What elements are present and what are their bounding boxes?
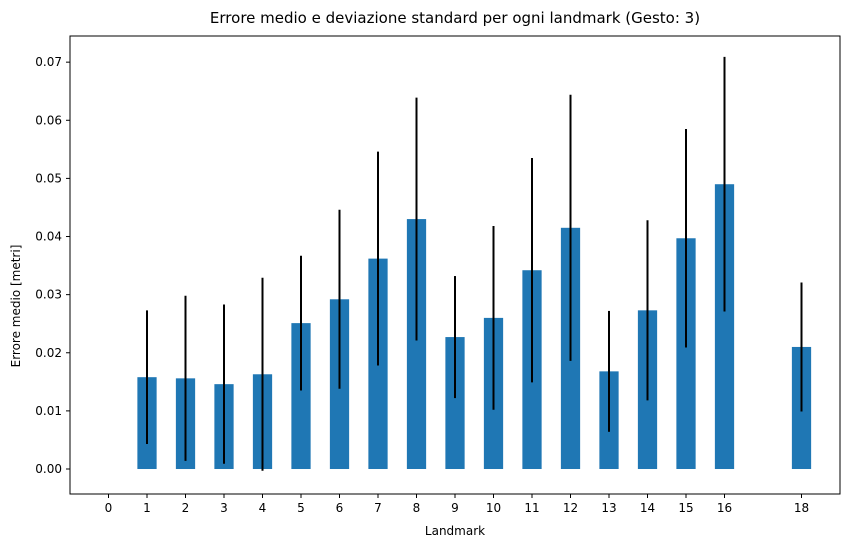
x-tick-label: 3	[220, 501, 228, 515]
x-tick-label: 11	[524, 501, 539, 515]
bars-layer	[137, 184, 812, 470]
bar-landmark-16	[714, 184, 735, 470]
y-tick-label: 0.05	[35, 171, 62, 185]
bar-landmark-8	[406, 219, 427, 469]
x-tick-label: 13	[601, 501, 616, 515]
x-tick-label: 7	[374, 501, 382, 515]
x-tick-label: 15	[678, 501, 693, 515]
error-bars-layer	[146, 56, 803, 471]
bar-landmark-9	[445, 337, 465, 470]
plot-area-frame	[69, 35, 841, 495]
x-axis-ticks: 0 1 2 3 4 5 6 7 8 9 10 11 12 13 14 15 16 18	[105, 494, 809, 515]
x-axis-label: Landmark	[425, 524, 485, 538]
y-axis-label: Errore medio [metri]	[9, 245, 23, 368]
y-tick-label: 0.07	[35, 55, 62, 69]
x-tick-label: 8	[413, 501, 421, 515]
y-tick-label: 0.06	[35, 113, 62, 127]
x-tick-label: 2	[182, 501, 190, 515]
y-tick-label: 0.00	[35, 462, 62, 476]
x-tick-label: 6	[336, 501, 344, 515]
x-tick-label: 1	[143, 501, 151, 515]
x-tick-label: 16	[717, 501, 732, 515]
x-tick-label: 4	[259, 501, 267, 515]
x-tick-label: 9	[451, 501, 459, 515]
bar-landmark-15	[676, 238, 696, 469]
chart-title: Errore medio e deviazione standard per o…	[210, 9, 700, 27]
y-tick-label: 0.01	[35, 404, 62, 418]
bar-landmark-5	[291, 323, 311, 470]
y-tick-label: 0.04	[35, 230, 62, 244]
x-tick-label: 10	[486, 501, 501, 515]
x-tick-label: 12	[563, 501, 578, 515]
x-tick-label: 18	[794, 501, 809, 515]
x-tick-label: 0	[105, 501, 113, 515]
x-tick-label: 14	[640, 501, 655, 515]
y-axis-ticks: 0.00 0.01 0.02 0.03 0.04 0.05 0.06 0.07	[35, 55, 70, 476]
y-tick-label: 0.03	[35, 288, 62, 302]
x-tick-label: 5	[297, 501, 305, 515]
y-tick-label: 0.02	[35, 346, 62, 360]
